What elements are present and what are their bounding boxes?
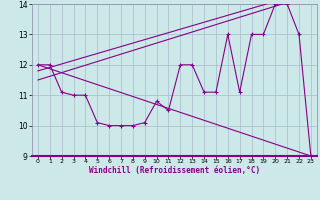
X-axis label: Windchill (Refroidissement éolien,°C): Windchill (Refroidissement éolien,°C) xyxy=(89,166,260,175)
